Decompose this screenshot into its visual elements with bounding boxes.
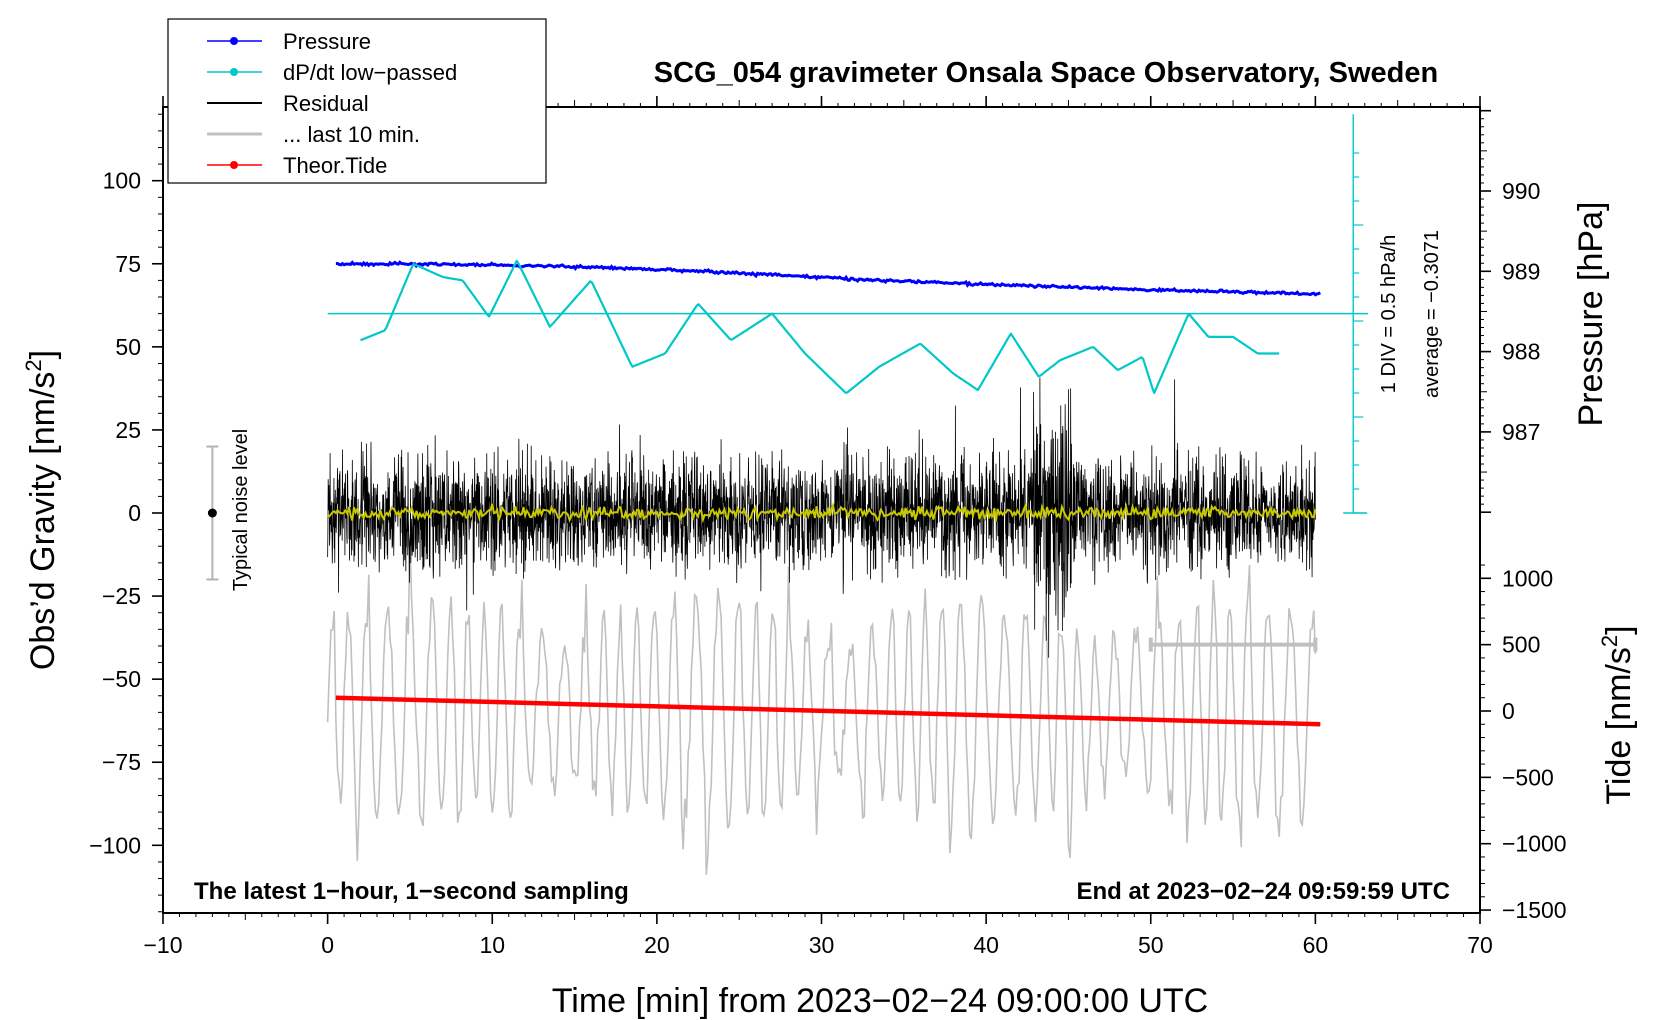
y-left-tick-label: 25 (115, 417, 141, 443)
y-pressure-tick-label: 987 (1502, 419, 1540, 445)
x-tick-label: 40 (973, 932, 999, 958)
y-pressure-tick-label: 990 (1502, 178, 1540, 204)
y-tide-tick-label: 1000 (1502, 565, 1553, 591)
y-pressure-tick-label: 988 (1502, 339, 1540, 365)
axes-layer: −10 0 10 20 30 40 50 60 70−100−75−50−25025507510… (89, 96, 1567, 958)
x-tick-label: 50 (1138, 932, 1164, 958)
y-left-tick-label: −25 (102, 583, 141, 609)
x-tick-label: 30 (809, 932, 835, 958)
legend-label: dP/dt low−passed (283, 60, 457, 85)
y-left-tick-label: 100 (103, 168, 141, 194)
series-last-10-min-line (326, 535, 1317, 875)
series-pressure-line (335, 260, 1322, 297)
x-tick-label: −10 (143, 932, 182, 958)
dpdt-div-label: 1 DIV = 0.5 hPa/h (1378, 235, 1400, 393)
y-axis-title-left: Obs’d Gravity [nm/s2] (21, 350, 62, 670)
legend-label: Pressure (283, 29, 371, 54)
y-left-tick-label: −50 (102, 666, 141, 692)
x-tick-label: 60 (1303, 932, 1329, 958)
y-tide-tick-label: 500 (1502, 632, 1540, 658)
series-theoretical-tide-line (335, 695, 1321, 727)
y-left-tick-label: −100 (89, 832, 141, 858)
chart-title: SCG_054 gravimeter Onsala Space Observat… (654, 57, 1438, 89)
legend-items: Pressure dP/dt low−passed Residual ... last… (207, 29, 457, 178)
legend-label: Residual (283, 91, 369, 116)
x-tick-label: 20 (644, 932, 670, 958)
series-dpdt-line (360, 259, 1280, 394)
series-residual-line (327, 377, 1316, 658)
y-left-tick-label: −75 (102, 749, 141, 775)
legend-label: Theor.Tide (283, 153, 387, 178)
y-tide-tick-label: −1000 (1502, 831, 1567, 857)
y-pressure-tick-label: 989 (1502, 258, 1540, 284)
y-tide-tick-label: −500 (1502, 764, 1554, 790)
series-residual-mean-line (327, 501, 1317, 524)
legend-swatch-marker (230, 37, 238, 45)
y-tide-tick-label: −1500 (1502, 897, 1567, 923)
legend-box (167, 18, 547, 184)
noise-bar-dot (207, 508, 217, 518)
y-left-tick-label: 50 (115, 334, 141, 360)
x-axis-title: Time [min] from 2023−02−24 09:00:00 UTC (552, 982, 1208, 1020)
dpdt-average-label: average = −0.3071 (1421, 230, 1443, 398)
footer-right-caption: End at 2023−02−24 09:59:59 UTC (1076, 878, 1450, 905)
legend-swatch-marker (230, 68, 238, 76)
legend: Pressure dP/dt low−passed Residual ... last… (167, 18, 547, 184)
noise-level-label: Typical noise level (230, 429, 252, 591)
legend-label: ... last 10 min. (283, 122, 420, 147)
x-tick-label: 0 (321, 932, 334, 958)
y-left-tick-label: 0 (128, 500, 141, 526)
legend-swatch-marker (230, 161, 238, 169)
y-axis-title-pressure: Pressure [hPa] (1572, 202, 1610, 427)
footer-left-caption: The latest 1−hour, 1−second sampling (194, 878, 629, 905)
y-tide-tick-label: 0 (1502, 698, 1515, 724)
series-layer (206, 114, 1369, 875)
x-tick-label: 10 (479, 932, 505, 958)
y-left-tick-label: 75 (115, 251, 141, 277)
x-tick-label: 70 (1467, 932, 1493, 958)
y-axis-title-tide: Tide [nm/s2] (1597, 625, 1638, 804)
